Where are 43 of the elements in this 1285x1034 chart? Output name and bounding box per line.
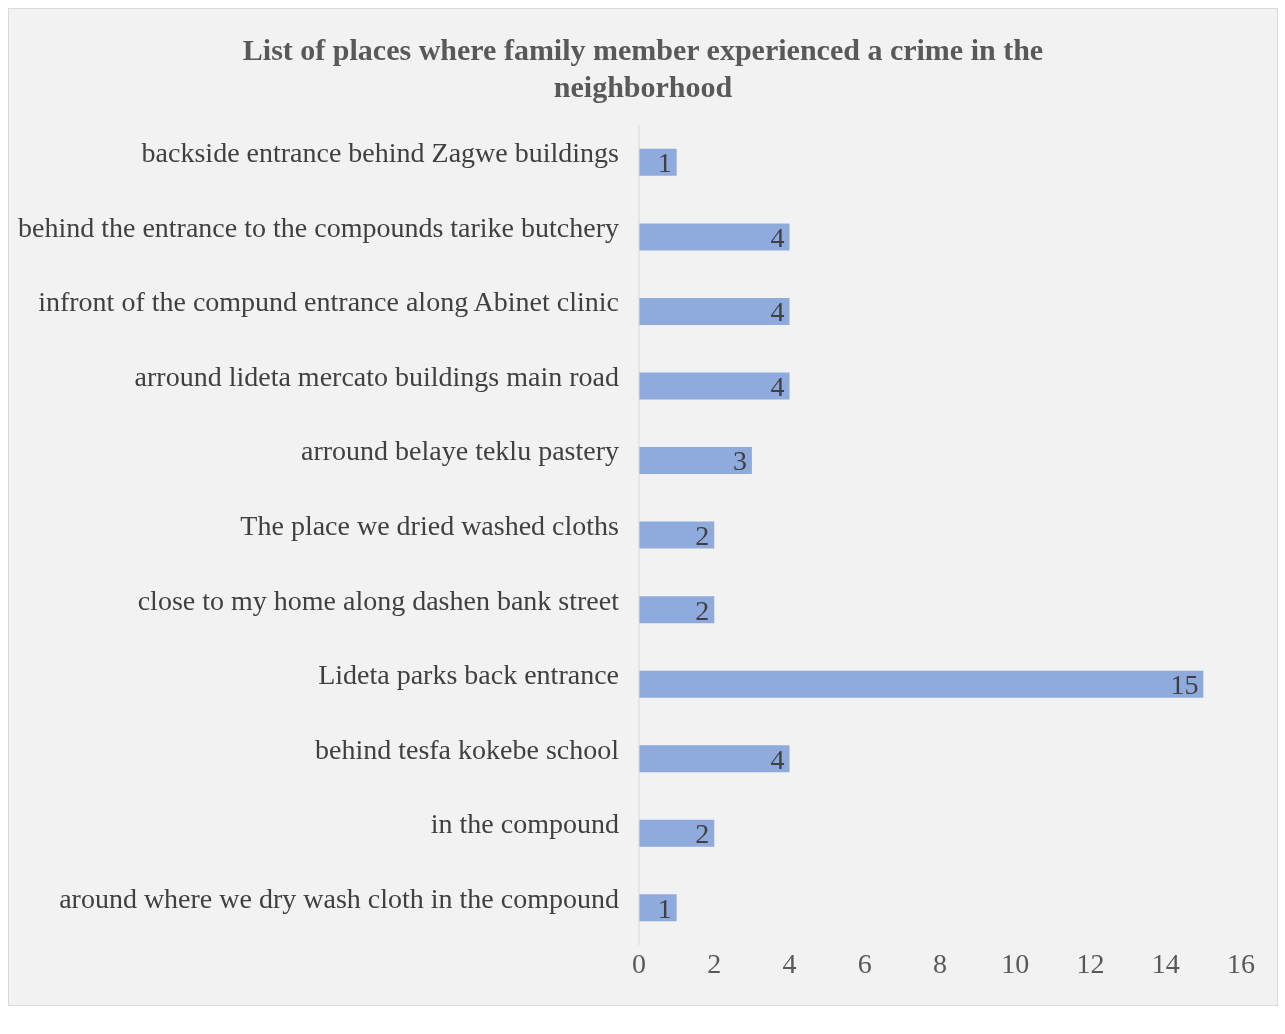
y-tick-label: arround lideta mercato buildings main road: [134, 360, 619, 392]
y-tick-label: close to my home along dashen bank street: [137, 584, 620, 616]
y-tick-label: around where we dry wash cloth in the compound: [59, 882, 619, 914]
data-label: 15: [1170, 669, 1199, 701]
bar: [639, 521, 715, 549]
bar: [639, 670, 1204, 698]
y-tick-label: behind tesfa kokebe school: [314, 733, 620, 765]
y-tick-label: behind the entrance to the compounds tarike butchery: [17, 211, 619, 243]
y-tick-label: arround belaye teklu pastery: [301, 435, 619, 467]
y-tick-label: in the compound: [430, 808, 619, 840]
bar: [639, 745, 790, 773]
bar: [639, 297, 790, 325]
data-label: 4: [770, 370, 785, 402]
data-label: 4: [770, 221, 785, 253]
x-tick-label: 16: [1227, 947, 1255, 979]
data-label: 2: [695, 594, 710, 626]
bar: [639, 894, 677, 922]
x-tick-label: 12: [1076, 947, 1105, 979]
bar: [639, 819, 715, 847]
bar: [639, 372, 790, 400]
y-tick-label: The place we dried washed cloths: [240, 510, 619, 541]
x-tick-label: 2: [707, 947, 722, 979]
data-label: 2: [695, 818, 710, 850]
y-tick-label: Lideta parks back entrance: [318, 659, 619, 691]
bar: [639, 148, 677, 176]
data-label: 1: [657, 147, 672, 179]
chart-title: List of places where family member experienced a crime in the neighborhood: [241, 32, 1045, 105]
y-tick-label: backside entrance behind Zagwe buildings: [141, 137, 619, 169]
bar: [639, 223, 790, 251]
x-tick-label: 6: [857, 947, 872, 979]
x-tick-label: 14: [1151, 947, 1180, 979]
x-tick-label: 4: [782, 947, 797, 979]
data-label: 2: [695, 520, 710, 552]
bar: [639, 447, 752, 475]
data-label: 4: [770, 296, 785, 328]
x-tick-label: 10: [1001, 947, 1030, 979]
x-tick-label: 8: [933, 947, 947, 979]
y-tick-label: infront of the compund entrance along Abinet clinic: [38, 286, 619, 318]
x-tick-label: 0: [632, 947, 646, 979]
data-label: 3: [732, 445, 747, 477]
bar: [639, 596, 715, 624]
data-label: 1: [657, 892, 672, 924]
data-label: 4: [770, 743, 785, 775]
